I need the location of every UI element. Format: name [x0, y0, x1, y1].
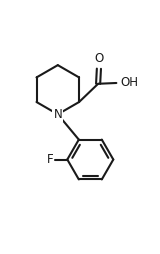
Text: N: N: [53, 108, 62, 121]
Text: O: O: [94, 52, 104, 65]
Text: OH: OH: [120, 76, 138, 89]
Text: F: F: [47, 153, 53, 166]
